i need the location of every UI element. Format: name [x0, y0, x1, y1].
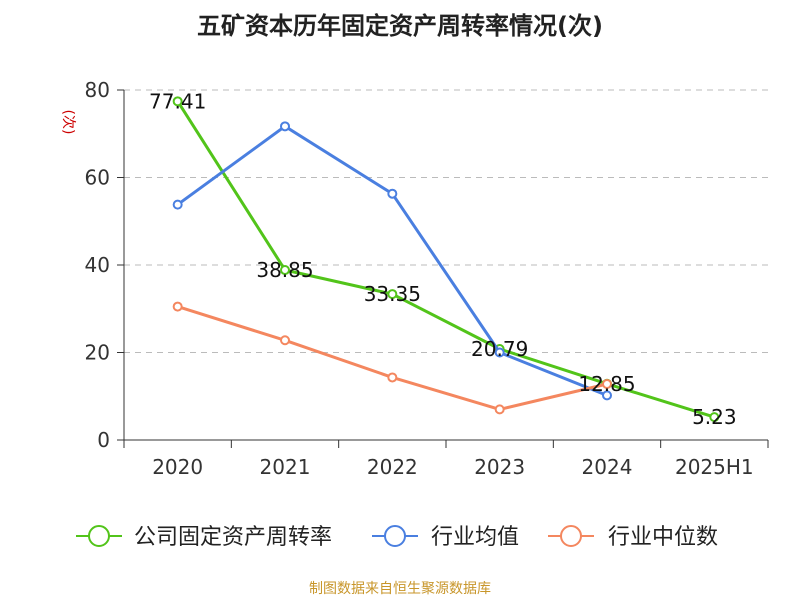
data-point [280, 121, 290, 132]
data-point [172, 301, 183, 312]
x-tick-label: 2025H1 [675, 455, 754, 479]
legend-label: 行业均值 [431, 525, 519, 550]
data-point [172, 96, 183, 107]
data-point [494, 347, 505, 358]
y-tick-label: 80 [85, 78, 110, 102]
data-point [602, 379, 612, 389]
series-line-2 [176, 305, 609, 411]
axes: 0 20 40 60 80 2020 2021 2022 2023 2024 2025H1 [85, 78, 769, 479]
x-tick-label: 2024 [582, 455, 633, 479]
data-point [172, 199, 183, 210]
data-label: 5.23 [692, 405, 737, 429]
legend-item: 公司固定资产周转率 [76, 525, 332, 550]
data-point [709, 412, 720, 423]
legend-item: 行业均值 [372, 525, 519, 550]
y-tick-label: 0 [97, 428, 110, 452]
y-tick-label: 60 [85, 166, 110, 190]
legend-label: 行业中位数 [608, 525, 718, 550]
x-tick-label: 2021 [260, 455, 311, 479]
data-label: 20.79 [471, 337, 528, 361]
legend-marker [384, 525, 406, 547]
grid-lines [124, 89, 768, 353]
data-point [387, 372, 398, 383]
x-tick-label: 2023 [474, 455, 525, 479]
legend-item: 行业中位数 [548, 525, 718, 550]
data-label: 33.35 [364, 282, 421, 306]
data-point [387, 289, 398, 300]
legend: 公司固定资产周转率 行业均值 行业中位数 [76, 525, 718, 550]
legend-marker [88, 525, 110, 547]
data-labels: 77.41 38.85 33.35 20.79 12.85 5.23 [149, 89, 737, 429]
legend-label: 公司固定资产周转率 [134, 525, 332, 550]
data-point [494, 404, 505, 415]
data-point [387, 188, 398, 199]
source-note: 制图数据来自恒生聚源数据库 [309, 581, 491, 597]
data-label: 12.85 [578, 372, 635, 396]
series-line-0 [176, 99, 716, 419]
data-point [280, 265, 290, 276]
series-lines [172, 96, 720, 423]
x-tick-label: 2020 [152, 455, 203, 479]
series-line-1 [176, 124, 609, 397]
y-axis-label: (次) [60, 110, 76, 135]
data-label: 38.85 [256, 258, 313, 282]
y-tick-label: 40 [85, 253, 110, 277]
data-point [280, 335, 290, 346]
legend-marker [560, 525, 582, 547]
chart-title: 五矿资本历年固定资产周转率情况(次) [197, 12, 603, 40]
y-tick-label: 20 [85, 341, 110, 365]
data-point [602, 390, 612, 401]
data-label: 77.41 [149, 89, 206, 113]
x-tick-label: 2022 [367, 455, 418, 479]
